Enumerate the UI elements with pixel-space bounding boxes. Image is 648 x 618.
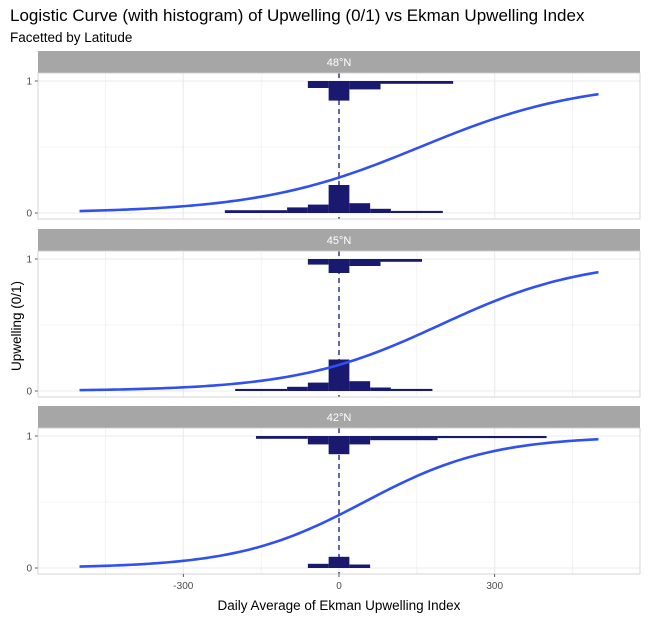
y-tick-label: 1: [26, 432, 32, 443]
facet-panel: 48°N 0 1: [26, 51, 641, 220]
histogram-bar-bottom: [390, 210, 443, 213]
histogram-bar-bottom: [287, 386, 308, 391]
y-tick-label: 1: [26, 77, 32, 88]
histogram-bar-bottom: [349, 381, 371, 391]
histogram-bar-bottom: [287, 207, 308, 213]
x-tick-label: 300: [486, 581, 503, 592]
histogram-bar-bottom: [370, 387, 391, 391]
histogram-bar-top: [349, 259, 381, 266]
y-tick-label: 1: [26, 255, 32, 266]
histogram-bar-bottom: [235, 388, 288, 391]
facet-strip-label: 48°N: [327, 57, 352, 69]
histogram-bar-bottom: [349, 203, 371, 213]
facet-strip-label: 42°N: [327, 412, 352, 424]
y-tick-label: 0: [26, 387, 32, 398]
panel-border: [37, 72, 641, 220]
histogram-bar-top: [328, 436, 350, 455]
histogram-bar-top: [328, 81, 350, 101]
histogram-bar-top: [380, 259, 423, 262]
panel-border: [37, 250, 641, 398]
histogram-bar-bottom: [390, 388, 433, 391]
histogram-bar-top: [307, 259, 329, 265]
facet-panel: 42°N 0 1: [26, 406, 641, 575]
facet-panels: 48°N 0 1 45°N 0 1 42°N 0 1: [26, 51, 641, 575]
chart-title: Logistic Curve (with histogram) of Upwel…: [10, 6, 585, 25]
histogram-bar-top: [307, 81, 329, 88]
facet-strip: [38, 51, 640, 73]
histogram-bar-bottom: [307, 382, 329, 391]
histogram-bar-top: [380, 81, 454, 84]
histogram-bar-top: [307, 436, 329, 445]
facet-panel: 45°N 0 1: [26, 229, 641, 398]
logistic-curve: [79, 270, 599, 392]
histogram-bar-top: [255, 436, 308, 439]
facet-strip: [38, 229, 640, 251]
histogram-bar-bottom: [370, 208, 391, 213]
chart-subtitle: Facetted by Latitude: [10, 30, 132, 45]
y-tick-label: 0: [26, 209, 32, 220]
facet-strip: [38, 406, 640, 428]
histogram-bar-top: [370, 436, 438, 441]
histogram-bar-bottom: [349, 564, 371, 568]
x-axis-title: Daily Average of Ekman Upwelling Index: [218, 598, 461, 613]
logistic-curve: [79, 437, 599, 568]
histogram-bar-bottom: [307, 563, 329, 568]
histogram-bar-top: [328, 259, 350, 273]
histogram-bar-top: [349, 81, 381, 90]
histogram-bar-top: [437, 436, 547, 439]
x-tick-label: -300: [173, 581, 193, 592]
histogram-bar-bottom: [307, 204, 329, 213]
x-tick-label: 0: [336, 581, 342, 592]
histogram-bar-bottom: [224, 210, 288, 213]
histogram-bar-top: [349, 436, 371, 445]
y-axis-title: Upwelling (0/1): [9, 281, 24, 371]
logistic-curve: [79, 92, 599, 213]
x-axis: -300 0 300: [173, 574, 503, 592]
y-tick-label: 0: [26, 564, 32, 575]
histogram-bar-bottom: [328, 556, 350, 568]
facet-strip-label: 45°N: [327, 235, 352, 247]
